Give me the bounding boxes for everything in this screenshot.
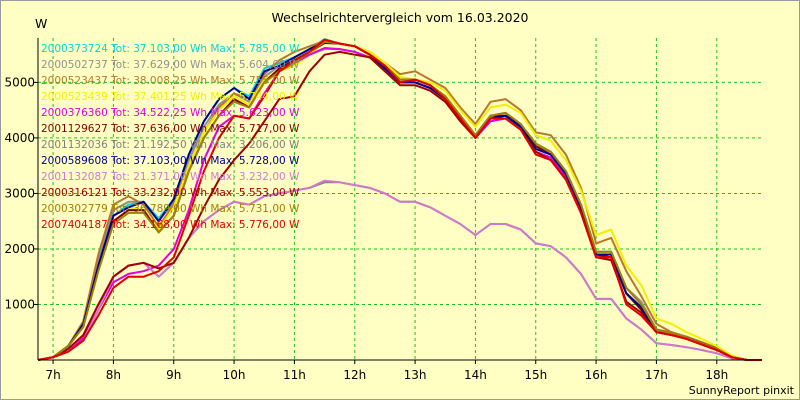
chart-title: Wechselrichtervergleich vom 16.03.2020 bbox=[271, 10, 529, 25]
x-tick-label: 18h bbox=[705, 368, 728, 382]
series-line-2000523439 bbox=[37, 40, 762, 361]
y-tick-label: 1000 bbox=[4, 297, 35, 311]
x-tick-label: 17h bbox=[645, 368, 668, 382]
x-tick-label: 8h bbox=[106, 368, 121, 382]
x-tick-label: 16h bbox=[585, 368, 608, 382]
x-tick-label: 9h bbox=[166, 368, 181, 382]
legend-entry-2000523437: 2000523437 Tot: 38.008,25 Wh Max: 5.755,… bbox=[41, 75, 300, 87]
series-line-2000316121 bbox=[37, 50, 762, 361]
series-line-2000302779 bbox=[37, 40, 762, 361]
axes: 7h 8h 9h 10h 11h 12h 13h 14h 15h 16h 17h 18h 1000 200… bbox=[4, 38, 762, 382]
x-tick-label: 15h bbox=[524, 368, 547, 382]
series-lines bbox=[37, 38, 762, 361]
x-tick-label: 7h bbox=[45, 368, 60, 382]
x-tick-label: 11h bbox=[283, 368, 306, 382]
legend-entry-2000589608: 2000589608 Tot: 37.103,00 Wh Max: 5.728,… bbox=[41, 155, 300, 167]
legend-entry-2000523439: 2000523439 Tot: 37.401,25 Wh Max: 5.744,… bbox=[41, 91, 300, 103]
x-tick-label: 12h bbox=[343, 368, 366, 382]
x-tick-label: 14h bbox=[464, 368, 487, 382]
legend-entry-2001132087: 2001132087 Tot: 21.371,00 Wh Max: 3.232,… bbox=[41, 171, 300, 183]
legend-entry-2000376360: 2000376360 Tot: 34.522,25 Wh Max: 5.623,… bbox=[41, 107, 300, 119]
legend-entry-2000373724: 2000373724 Tot: 37.103,00 Wh Max: 5.785,… bbox=[41, 43, 300, 55]
x-tick-label: 13h bbox=[404, 368, 427, 382]
legend-entry-2007404187: 2007404187 Tot: 34.168,00 Wh Max: 5.776,… bbox=[41, 219, 300, 231]
y-axis-unit-label: W bbox=[35, 16, 48, 31]
series-line-2007404187 bbox=[37, 38, 762, 361]
footer-credit: SunnyReport pinxit bbox=[688, 384, 794, 397]
x-tick-label: 10h bbox=[223, 368, 246, 382]
y-tick-label: 2000 bbox=[4, 242, 35, 256]
legend-entry-2000302779: 2000302779 Tot: 36.789,00 Wh Max: 5.731,… bbox=[41, 203, 300, 215]
series-line-2001132087 bbox=[37, 179, 762, 361]
legend-entry-2000502737: 2000502737 Tot: 37.629,00 Wh Max: 5.604,… bbox=[41, 59, 300, 71]
y-tick-label: 4000 bbox=[4, 131, 35, 145]
legend-entry-2001129627: 2001129627 Tot: 37.636,00 Wh Max: 5.717,… bbox=[41, 123, 300, 135]
y-tick-label: 5000 bbox=[4, 75, 35, 89]
series-line-2000523437 bbox=[37, 39, 762, 361]
legend-entry-2001132036: 2001132036 Tot: 21.192,50 Wh Max: 3.206,… bbox=[41, 139, 300, 151]
legend-entry-2000316121: 2000316121 Tot: 33.232,00 Wh Max: 5.553,… bbox=[41, 187, 300, 199]
chart-legend: 2000373724 Tot: 37.103,00 Wh Max: 5.785,… bbox=[41, 41, 299, 233]
y-tick-label: 3000 bbox=[4, 186, 35, 200]
